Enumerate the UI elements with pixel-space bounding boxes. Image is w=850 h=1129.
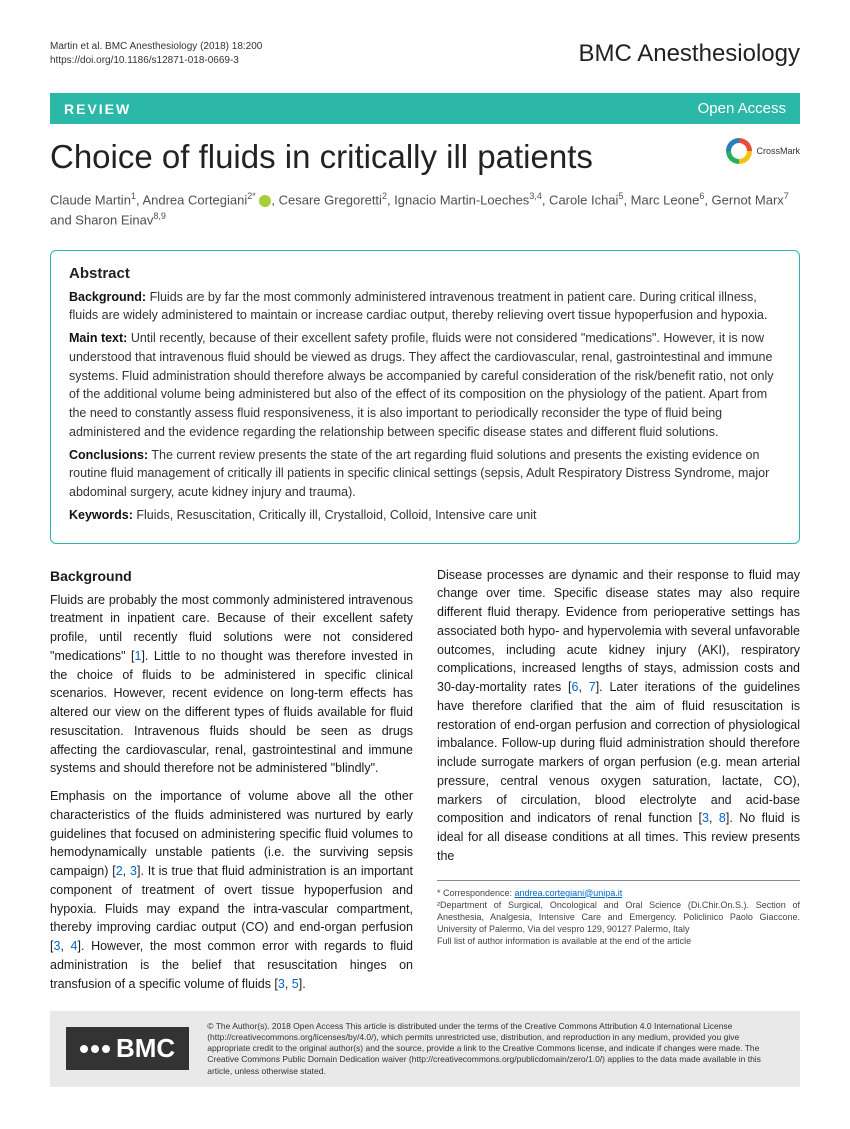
abstract-bg-label: Background:	[69, 290, 146, 304]
body-columns: Background Fluids are probably the most …	[50, 566, 800, 994]
abstract-conclusions: Conclusions: The current review presents…	[69, 446, 781, 502]
title-row: Choice of fluids in critically ill patie…	[50, 138, 800, 176]
abstract-box: Abstract Background: Fluids are by far t…	[50, 250, 800, 544]
abstract-main-text: Until recently, because of their excelle…	[69, 331, 774, 439]
ref-4[interactable]: 4	[71, 939, 78, 953]
ref-3c[interactable]: 3	[278, 977, 285, 991]
background-heading: Background	[50, 566, 413, 587]
ref-7[interactable]: 7	[589, 680, 596, 694]
bmc-dots-icon	[80, 1045, 110, 1053]
para-2: Emphasis on the importance of volume abo…	[50, 787, 413, 993]
bmc-text: BMC	[116, 1033, 175, 1064]
abstract-kw-label: Keywords:	[69, 508, 133, 522]
crossmark-icon	[726, 138, 752, 164]
abstract-bg-text: Fluids are by far the most commonly admi…	[69, 290, 767, 323]
citation-block: Martin et al. BMC Anesthesiology (2018) …	[50, 40, 262, 68]
ref-2[interactable]: 2	[116, 864, 123, 878]
ref-3a[interactable]: 3	[130, 864, 137, 878]
abstract-concl-text: The current review presents the state of…	[69, 448, 769, 500]
correspondence-email[interactable]: andrea.cortegiani@unipa.it	[515, 888, 623, 898]
citation-line1: Martin et al. BMC Anesthesiology (2018) …	[50, 40, 262, 54]
abstract-concl-label: Conclusions:	[69, 448, 148, 462]
correspondence-note: Full list of author information is avail…	[437, 935, 800, 947]
footer-bar: BMC © The Author(s). 2018 Open Access Th…	[50, 1011, 800, 1086]
citation-doi: https://doi.org/10.1186/s12871-018-0669-…	[50, 54, 262, 68]
abstract-kw-text: Fluids, Resuscitation, Critically ill, C…	[133, 508, 537, 522]
orcid-icon	[259, 195, 271, 207]
banner-left: REVIEW	[64, 101, 131, 117]
bmc-logo: BMC	[66, 1027, 189, 1070]
para-3: Disease processes are dynamic and their …	[437, 566, 800, 866]
abstract-background: Background: Fluids are by far the most c…	[69, 288, 781, 326]
article-title: Choice of fluids in critically ill patie…	[50, 138, 593, 176]
ref-8[interactable]: 8	[719, 811, 726, 825]
crossmark-label: CrossMark	[756, 146, 800, 156]
abstract-heading: Abstract	[69, 265, 781, 282]
journal-name: BMC Anesthesiology	[579, 40, 800, 68]
authors-line: Claude Martin1, Andrea Cortegiani2* , Ce…	[50, 190, 800, 230]
review-banner: REVIEW Open Access	[50, 93, 800, 124]
correspondence-affil: ²Department of Surgical, Oncological and…	[437, 899, 800, 935]
ref-5[interactable]: 5	[292, 977, 299, 991]
abstract-main: Main text: Until recently, because of th…	[69, 329, 781, 442]
header-row: Martin et al. BMC Anesthesiology (2018) …	[50, 40, 800, 68]
abstract-main-label: Main text:	[69, 331, 127, 345]
correspondence-block: * Correspondence: andrea.cortegiani@unip…	[437, 880, 800, 948]
page-container: Martin et al. BMC Anesthesiology (2018) …	[0, 0, 850, 1117]
ref-3d[interactable]: 3	[702, 811, 709, 825]
correspondence-line: * Correspondence: andrea.cortegiani@unip…	[437, 887, 800, 899]
license-text: © The Author(s). 2018 Open Access This a…	[207, 1021, 784, 1076]
crossmark-badge[interactable]: CrossMark	[726, 138, 800, 164]
banner-open-access: Open Access	[698, 100, 786, 117]
abstract-keywords: Keywords: Fluids, Resuscitation, Critica…	[69, 506, 781, 525]
para-1: Fluids are probably the most commonly ad…	[50, 591, 413, 779]
